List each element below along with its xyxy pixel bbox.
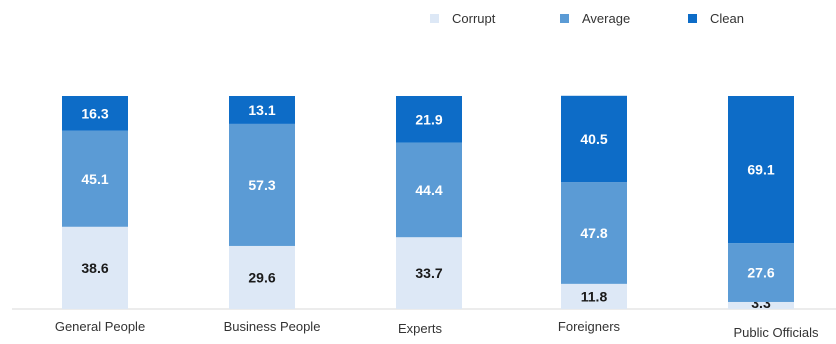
legend-label-clean: Clean [710,11,744,26]
bar-business-people-average [229,123,295,246]
data-label-experts-corrupt: 33.7 [415,265,442,281]
bar-experts-corrupt [396,237,462,309]
bar-general-people-corrupt [62,226,128,309]
bar-foreigners-average [561,182,627,284]
bar-public-officials-average [728,243,794,302]
data-label-business-people-clean: 13.1 [248,102,275,118]
bar-foreigners-corrupt [561,283,627,309]
data-label-business-people-average: 57.3 [248,177,275,193]
legend-swatch-corrupt [430,14,439,23]
bar-public-officials-corrupt [728,301,794,309]
data-label-experts-average: 44.4 [415,182,442,198]
data-label-experts-clean: 21.9 [415,111,442,127]
data-label-foreigners-average: 47.8 [580,225,607,241]
data-label-general-people-average: 45.1 [81,171,108,187]
legend-label-average: Average [582,11,630,26]
bar-experts-clean [396,96,462,143]
category-label-general-people: General People [55,319,145,334]
category-label-experts: Experts [398,321,443,336]
bar-general-people-clean [62,96,128,131]
chart-legend: Corrupt Average Clean [430,11,744,26]
data-label-foreigners-corrupt: 11.8 [581,288,608,304]
bar-general-people-average [62,130,128,227]
legend-item-corrupt: Corrupt [430,11,496,26]
legend-swatch-average [560,14,569,23]
category-label-foreigners: Foreigners [558,319,621,334]
category-label-public-officials: Public Officials [733,325,819,340]
category-labels: General People Business People Experts Fore… [55,319,819,340]
category-label-business-people: Business People [224,319,321,334]
data-label-business-people-corrupt: 29.6 [248,269,275,285]
legend-item-average: Average [560,11,630,26]
legend-swatch-clean [688,14,697,23]
legend-label-corrupt: Corrupt [452,11,496,26]
bars-group: 38.6 45.1 16.3 29.6 57.3 13.1 33.7 44.4 21.9 11.8… [62,95,794,311]
bar-public-officials-clean [728,96,794,244]
data-label-public-officials-clean: 69.1 [747,162,774,178]
bar-foreigners-clean [561,95,627,183]
data-label-public-officials-average: 27.6 [747,265,774,281]
bar-business-people-corrupt [229,245,295,309]
data-label-general-people-clean: 16.3 [81,105,108,121]
bar-experts-average [396,142,462,238]
data-label-foreigners-clean: 40.5 [580,131,607,147]
bar-business-people-clean [229,96,295,124]
data-label-general-people-corrupt: 38.6 [81,260,108,276]
legend-item-clean: Clean [688,11,744,26]
